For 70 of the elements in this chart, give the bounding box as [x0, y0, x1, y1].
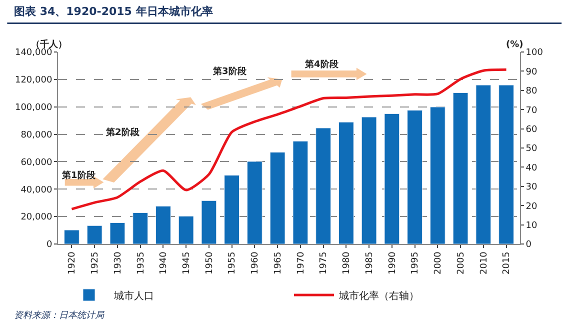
y2-tick-label: 0 [526, 240, 532, 250]
bar [201, 200, 217, 244]
bar [452, 92, 468, 244]
x-tick-label: 1975 [319, 252, 330, 275]
bar [178, 216, 194, 244]
y-tick-label: 60,000 [20, 158, 52, 168]
bar [132, 212, 148, 244]
x-tick-label: 2000 [434, 251, 444, 275]
y2-tick-label: 50 [526, 144, 538, 154]
x-tick-label: 1960 [250, 251, 261, 275]
y2-tick-label: 20 [526, 202, 538, 212]
y-axis-title: （千人） [31, 39, 67, 50]
x-tick-label: 1970 [296, 251, 306, 275]
x-tick-label: 1950 [204, 251, 215, 275]
y-tick-label: 120,000 [14, 76, 52, 86]
bar [247, 161, 262, 244]
bar [224, 175, 240, 244]
line-series [70, 68, 508, 210]
x-tick-label: 1965 [273, 252, 284, 275]
x-tick-label: 1980 [342, 251, 352, 275]
bar [110, 222, 126, 244]
x-tick-label: 1920 [68, 251, 78, 275]
x-tick-label: 1995 [410, 252, 421, 275]
bar [64, 230, 80, 244]
y2-tick-label: 40 [526, 163, 538, 174]
bar [292, 140, 308, 244]
y2-tick-label: 80 [526, 86, 538, 97]
x-tick-label: 2015 [502, 252, 512, 275]
y2-tick-label: 10 [526, 220, 538, 231]
x-tick-label: 1930 [113, 251, 124, 275]
bar [476, 84, 492, 244]
x-tick-label: 1935 [136, 252, 146, 275]
annotation: 第4阶段 [304, 59, 340, 70]
x-tick-label: 1955 [228, 252, 238, 275]
y-tick-label: 40,000 [20, 185, 52, 196]
bar [270, 152, 286, 244]
y2-tick-label: 70 [526, 106, 538, 116]
bar [316, 128, 331, 244]
annotation: 第2阶段 [105, 127, 140, 138]
bar [498, 84, 514, 244]
annotation: 第3阶段 [212, 66, 248, 77]
x-tick-label: 1985 [364, 252, 375, 275]
bar [338, 122, 354, 244]
y-tick-label: 20,000 [20, 212, 52, 223]
y2-tick-label: 100 [526, 48, 544, 58]
chart-title: 图表 34、1920-2015 年日本城市化率 [14, 5, 213, 18]
bar [384, 113, 400, 244]
bar [86, 225, 102, 244]
x-tick-label: 1945 [182, 252, 192, 275]
y-tick-label: 0 [46, 240, 52, 250]
y2-tick-label: 60 [526, 124, 538, 135]
text: 资料来源：日本统计局 [14, 310, 105, 321]
legend-label: 城市化率（右轴） [338, 290, 419, 302]
bar [156, 206, 171, 244]
y-tick-label: 80,000 [20, 130, 52, 140]
y-tick-label: 100,000 [14, 103, 52, 114]
bar [361, 116, 377, 244]
y-tick-label: 140,000 [14, 48, 52, 58]
x-tick-label: 1925 [90, 252, 101, 275]
x-tick-label: 1940 [159, 251, 170, 275]
y2-tick-label: 30 [526, 182, 538, 193]
bar [430, 106, 446, 244]
y2-tick-label: 90 [526, 67, 538, 78]
x-tick-label: 2005 [456, 252, 466, 275]
annotation: 第1阶段 [61, 170, 96, 181]
x-tick-label: 1990 [388, 251, 398, 275]
y2-axis-title: (%) [506, 40, 524, 50]
x-tick-label: 2010 [479, 251, 490, 275]
bar [407, 110, 422, 244]
legend-label: 城市人口 [113, 290, 154, 302]
